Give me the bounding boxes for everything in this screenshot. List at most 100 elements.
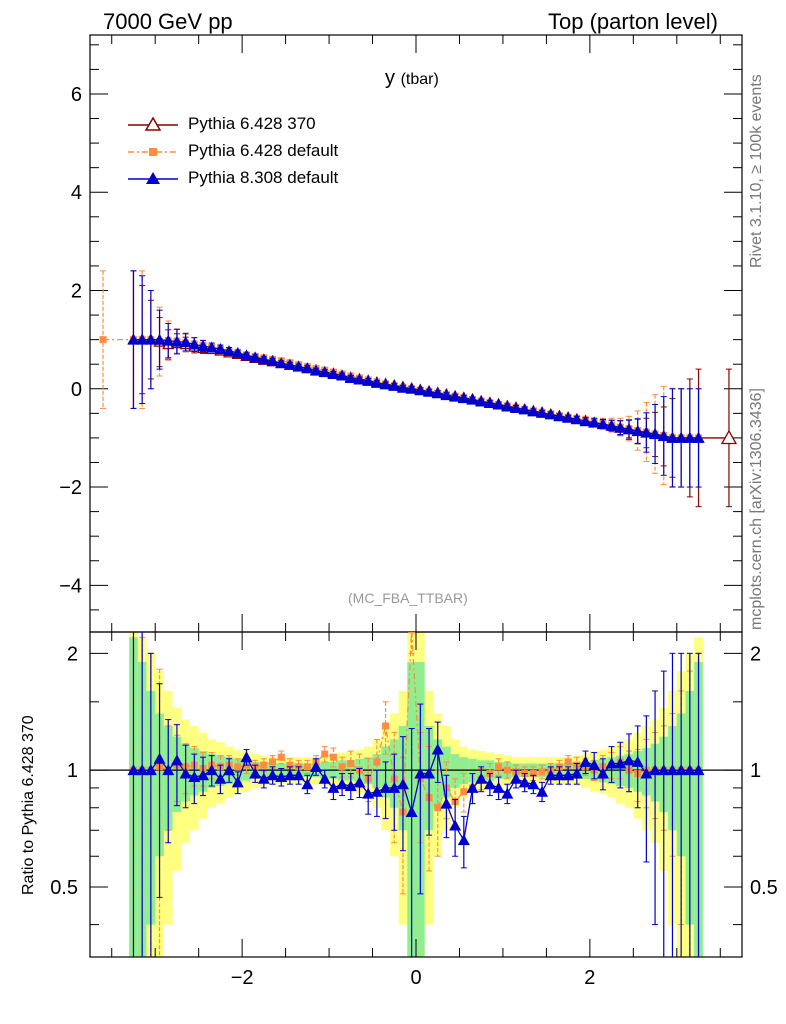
data-point [518,403,531,415]
data-point [231,346,244,358]
ratio-point [692,764,705,776]
ratio-point [570,767,583,779]
ratio-ytick-label: 0.5 [50,877,78,899]
data-point [483,397,496,409]
ratio-point [382,722,390,730]
data-point [266,354,279,366]
ratio-point [553,769,566,781]
ratio-point [518,776,531,788]
data-point [692,431,705,443]
data-point [683,431,696,443]
ratio-point [275,771,288,783]
legend-marker-p8-default [128,172,178,184]
data-point [544,408,557,420]
data-point [170,335,183,347]
data-point [362,374,375,386]
ratio-point [303,763,311,771]
data-point [720,429,738,445]
data-point [388,379,401,391]
ratio-point [353,776,366,788]
uncertainty-band-1-bin-37 [450,754,460,788]
data-point [396,381,409,393]
ratio-point [434,804,442,812]
data-point [162,334,175,346]
ratio-point [501,787,514,799]
ratio-point [136,764,149,776]
ratio-ytick-label: 1 [67,760,78,782]
data-point [153,333,166,345]
ratio-point [286,761,294,769]
data-point [570,413,583,425]
ratio-point [344,780,357,792]
legend-label-p6-default: Pythia 6.428 default [188,141,339,160]
data-point [205,341,218,353]
data-point [527,405,540,417]
ratio-point [622,754,635,766]
header-beam-label: 7000 GeV pp [103,9,233,34]
ratio-point [460,788,468,796]
ratio-point [527,778,540,790]
ratio-point [370,785,383,797]
data-point [492,398,505,410]
main-series [99,270,738,508]
data-point [405,382,418,394]
data-point [249,351,262,363]
ratio-point [431,743,444,755]
chart-title-main: y [385,67,395,89]
ratio-point [144,764,157,776]
data-point [136,333,149,345]
data-point [370,376,383,388]
data-point [310,364,323,376]
data-point [423,385,436,397]
ratio-point [408,632,416,634]
data-point [214,342,227,354]
data-point [631,425,644,437]
ratio-point [588,759,601,771]
data-point [440,389,453,401]
ratio-point [234,763,242,771]
ratio-series [127,632,705,957]
ratio-point [529,770,537,778]
ratio-point [162,764,175,776]
ratio-point [483,778,496,790]
series-2 [127,270,705,488]
ratio-point [338,763,346,771]
data-point [414,384,427,396]
analysis-tag: (MC_FBA_TTBAR) [348,590,468,606]
ratio-point [640,767,653,779]
data-point [344,371,357,383]
ratio-point [336,778,349,790]
main-ytick-label: −2 [59,477,82,499]
data-point [197,340,210,352]
ratio-point [379,781,392,793]
ratio-point [564,758,572,766]
data-point [353,373,366,385]
data-point [553,410,566,422]
ratio-point [283,769,296,781]
ratio-point [562,769,575,781]
data-point [666,431,679,443]
data-point [509,401,522,413]
data-point [301,362,314,374]
data-point [579,415,592,427]
ratio-point [188,771,201,783]
ratio-point [362,787,375,799]
ratio-point [310,760,323,772]
ratio-series-1 [127,632,705,957]
ratio-point [318,772,331,784]
ratio-xtick-label: 2 [584,967,595,989]
ratio-point [614,757,627,769]
ratio-bands [129,632,703,957]
ratio-xtick-label: −2 [231,967,254,989]
ratio-point [329,753,337,761]
chart-title-sub: (tbar) [400,71,439,88]
ratio-point [405,806,418,818]
ratio-point [347,760,355,768]
ratio-ytick-label: 2 [67,643,78,665]
data-point [536,406,549,418]
data-point [431,387,444,399]
data-point [449,390,462,402]
data-point [588,416,601,428]
